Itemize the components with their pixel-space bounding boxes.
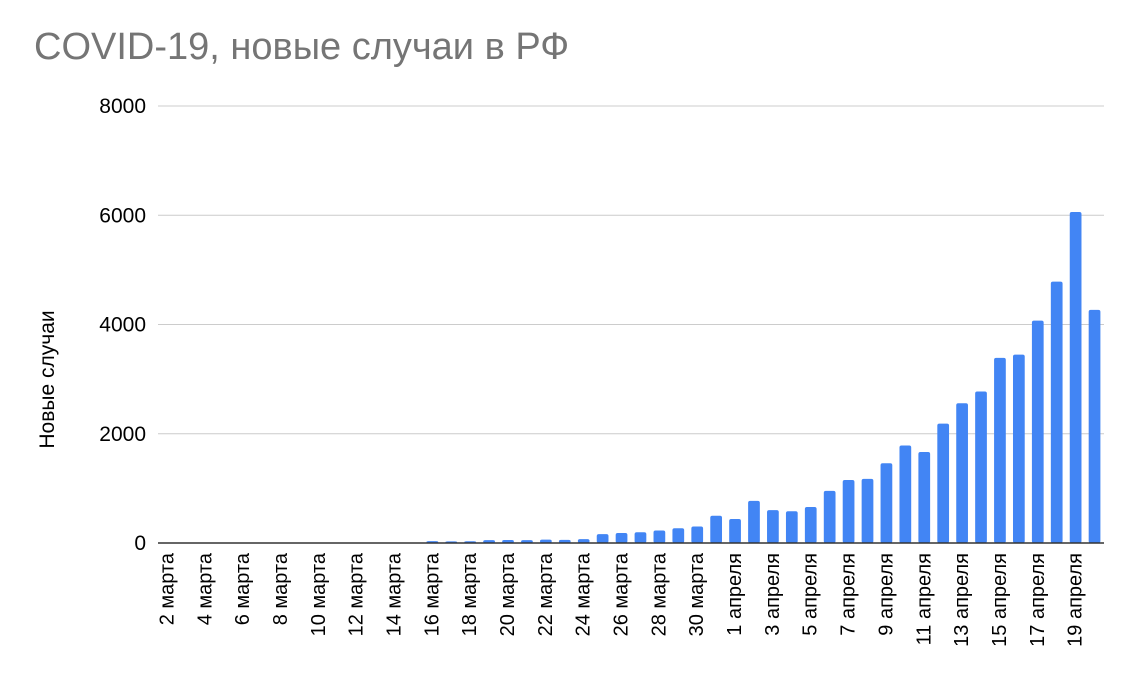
x-tick-label: 3 апреля — [762, 553, 784, 636]
bar — [596, 534, 609, 543]
x-tick-label: 14 марта — [384, 552, 406, 636]
x-tick-label: 1 апреля — [724, 553, 746, 636]
bar — [804, 507, 817, 543]
bar — [634, 532, 647, 543]
bar — [823, 490, 836, 543]
y-axis-ticks: 0 2000 4000 6000 8000 — [99, 95, 146, 555]
bar — [1050, 281, 1063, 543]
bar — [994, 357, 1006, 543]
y-tick-label: 4000 — [99, 314, 146, 337]
bar — [1012, 354, 1025, 543]
bar — [577, 539, 590, 543]
x-tick-label: 2 марта — [156, 552, 178, 625]
y-axis-label: Новые случаи — [36, 310, 59, 448]
gridlines — [158, 105, 1104, 435]
x-tick-label: 15 апреля — [989, 553, 1011, 647]
bar — [861, 478, 874, 543]
bar — [748, 500, 760, 543]
bar — [672, 528, 685, 543]
bar — [539, 539, 552, 543]
bar — [653, 530, 666, 543]
x-tick-label: 30 марта — [686, 552, 708, 636]
x-tick-label: 17 апреля — [1027, 553, 1049, 647]
y-tick-label: 8000 — [99, 95, 146, 118]
bar — [767, 510, 779, 543]
x-tick-label: 24 марта — [573, 552, 595, 636]
y-tick-label: 2000 — [99, 423, 146, 446]
x-tick-label: 16 марта — [421, 552, 443, 636]
x-tick-label: 13 апреля — [951, 553, 973, 647]
bars — [426, 211, 1101, 543]
x-axis-ticks: 2 марта 4 марта 6 марта 8 марта 10 марта 12 м… — [156, 552, 1086, 647]
bar — [918, 451, 931, 543]
chart-title: COVID-19, новые случаи в РФ — [34, 26, 570, 68]
bar — [558, 539, 571, 543]
x-tick-label: 12 марта — [346, 552, 368, 636]
x-tick-label: 5 апреля — [800, 553, 822, 636]
x-tick-label: 4 марта — [194, 552, 216, 625]
bar — [729, 518, 741, 543]
x-tick-label: 10 марта — [308, 552, 330, 636]
bar — [975, 391, 987, 543]
x-tick-label: 9 апреля — [875, 553, 897, 636]
bar — [1088, 309, 1101, 543]
bar — [1031, 320, 1044, 543]
x-tick-label: 6 марта — [232, 552, 254, 625]
bar — [691, 526, 704, 543]
x-tick-label: 28 марта — [648, 552, 670, 636]
bar — [880, 463, 893, 543]
y-tick-label: 0 — [134, 532, 146, 555]
x-tick-label: 8 марта — [270, 552, 292, 625]
x-tick-label: 26 марта — [611, 552, 633, 636]
bar — [937, 423, 950, 543]
x-tick-label: 22 марта — [535, 552, 557, 636]
bar — [1069, 211, 1082, 543]
bar — [956, 403, 968, 543]
x-tick-label: 7 апреля — [838, 553, 860, 636]
y-tick-label: 6000 — [99, 204, 146, 227]
bar — [615, 533, 628, 543]
x-tick-label: 19 апреля — [1065, 553, 1087, 647]
x-tick-label: 18 марта — [459, 552, 481, 636]
bar — [710, 515, 723, 543]
x-tick-label: 11 апреля — [913, 553, 935, 645]
x-tick-label: 20 марта — [497, 552, 519, 636]
bar — [899, 445, 912, 543]
bar — [785, 511, 798, 543]
bar — [842, 479, 855, 543]
